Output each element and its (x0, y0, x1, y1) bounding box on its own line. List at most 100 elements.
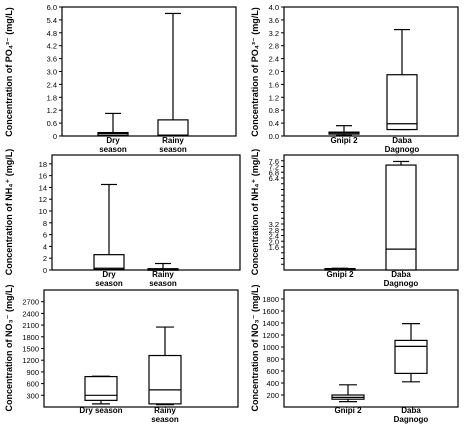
box-2 (157, 12, 189, 136)
y-tick-label: 300 (26, 391, 39, 400)
y-tick-label: 7.6 (269, 157, 279, 166)
y-tick-label: 4.0 (269, 3, 279, 12)
panel-1: 0 0.6 1.2 1.8 2.4 3.0 3.6 4.2 4.8 5.4 6.0 Concentra… (4, 3, 237, 154)
plot-frame (61, 6, 237, 137)
box-1 (84, 375, 118, 405)
y-tick-label: 0.6 (47, 119, 57, 128)
y-tick-label: 1.2 (47, 106, 57, 115)
y-tick-label: 400 (266, 379, 279, 388)
y-tick-label: 0.8 (269, 106, 279, 115)
y-tick-label: 0.0 (269, 132, 279, 141)
box-2 (386, 28, 418, 131)
y-tick-label: 2 (43, 254, 47, 263)
box-2 (148, 326, 182, 406)
box-1 (331, 384, 365, 403)
y-tick-label: 0.4 (269, 119, 279, 128)
y-tick-label: 4 (43, 242, 47, 251)
y-tick-label: 2.4 (269, 55, 279, 64)
y-tick-label: 1400 (262, 319, 279, 328)
y-tick-label: 1600 (262, 307, 279, 316)
y-tick-label: 6.4 (269, 174, 279, 183)
y-tick-label: 1.8 (47, 93, 57, 102)
box-2 (394, 323, 428, 383)
box-iqr (148, 354, 182, 405)
y-axis-title: Concentration of NH₄⁺ (mg/L) (250, 149, 260, 276)
y-tick-label: 1000 (262, 343, 279, 352)
y-tick-label: 4.8 (47, 29, 57, 38)
box-iqr (93, 254, 125, 271)
y-tick-label: 3.2 (269, 29, 279, 38)
box-iqr (157, 119, 189, 136)
y-tick-label: 0 (53, 132, 57, 141)
y-axis-title: Concentration of NH₄⁺ (mg/L) (4, 149, 14, 276)
panel-3: 0 2 4 6 8 10 12 14 16 18 Concentration of NH₄⁺ (mg… (4, 149, 241, 288)
y-axis-title: Concentration of NO₃⁻ (mg/L) (250, 285, 260, 412)
y-tick-label: 3.6 (47, 55, 57, 64)
y-tick-label: 2400 (22, 309, 39, 318)
x-category-label: season (95, 279, 123, 288)
panel-4: 1.62.02.42.83.2 6.46.87.27.6 Concentration… (250, 149, 459, 288)
y-tick-label: 2100 (22, 321, 39, 330)
plot-frame (283, 6, 459, 137)
y-tick-label: 2.4 (269, 232, 279, 241)
x-category-label: season (149, 279, 177, 288)
panel-6: 200 400 600 800 1000 1200 1400 1600 1800Concentr… (250, 285, 459, 424)
y-tick-label: 2.8 (269, 226, 279, 235)
x-category-label: Daba (391, 270, 411, 279)
box-2 (385, 160, 417, 271)
y-tick-label: 200 (266, 391, 279, 400)
y-tick-label: 14 (39, 183, 47, 192)
x-category-label: Daba (401, 406, 421, 415)
y-tick-label: 3.2 (269, 220, 279, 229)
panel-2: 0.0 0.4 0.8 1.2 1.6 2.0 2.4 2.8 3.2 3.6 4.0 Concent… (250, 3, 459, 154)
y-axis-title: Concentration of PO₄³⁻ (mg/L) (4, 7, 14, 137)
x-category-label: Dagnogo (385, 145, 420, 154)
box-1 (328, 125, 360, 136)
box-1 (97, 112, 129, 136)
y-tick-label: 900 (26, 368, 39, 377)
y-tick-label: 1.6 (269, 243, 279, 252)
x-category-label: Rainy (152, 270, 174, 279)
box-1 (93, 183, 125, 271)
y-tick-label: 800 (266, 355, 279, 364)
y-tick-label: 2.0 (269, 68, 279, 77)
x-category-label: Gnipi 2 (330, 136, 358, 145)
y-tick-label: 2.0 (269, 237, 279, 246)
y-tick-label: 18 (39, 160, 47, 169)
y-tick-label: 12 (39, 195, 47, 204)
y-tick-label: 1800 (262, 295, 279, 304)
y-tick-label: 1.2 (269, 93, 279, 102)
y-tick-label: 4.2 (47, 42, 57, 51)
x-category-label: Dagnogo (394, 415, 429, 424)
y-axis-title: Concentration of PO₄³⁻ (mg/L) (250, 7, 260, 137)
x-category-label: Daba (392, 136, 412, 145)
y-axis-title: Concentration of NO₃⁻ (mg/L) (4, 285, 14, 412)
y-tick-label: 7.2 (269, 163, 279, 172)
x-category-label: Dry (102, 270, 116, 279)
plot-frame (51, 154, 241, 271)
x-category-label: Rainy (154, 406, 176, 415)
box-2 (147, 262, 179, 271)
plot-frame (43, 289, 239, 408)
x-category-label: season (151, 415, 179, 424)
x-category-label: Dry season (79, 406, 122, 415)
y-tick-label: 1200 (262, 331, 279, 340)
y-tick-label: 10 (39, 207, 47, 216)
y-tick-label: 1200 (22, 356, 39, 365)
box-iqr (386, 74, 418, 131)
y-tick-label: 5.4 (47, 16, 57, 25)
y-tick-label: 3.0 (47, 68, 57, 77)
box-1 (324, 267, 356, 271)
y-tick-label: 0 (43, 266, 47, 275)
box-iqr (394, 339, 428, 374)
y-tick-label: 6 (43, 231, 47, 240)
x-category-label: Rainy (162, 136, 184, 145)
x-category-label: Gnipi 2 (334, 406, 362, 415)
y-tick-label: 16 (39, 172, 47, 181)
y-tick-label: 3.6 (269, 16, 279, 25)
x-category-label: season (99, 145, 127, 154)
x-category-label: Dry (106, 136, 120, 145)
x-category-label: season (159, 145, 187, 154)
box-iqr (84, 375, 118, 401)
